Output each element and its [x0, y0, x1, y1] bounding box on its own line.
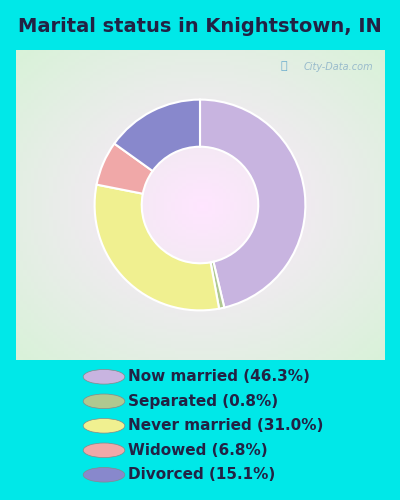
Wedge shape — [96, 144, 153, 194]
Wedge shape — [95, 184, 219, 310]
Wedge shape — [210, 262, 224, 308]
Circle shape — [83, 418, 125, 433]
Circle shape — [83, 370, 125, 384]
Text: Now married (46.3%): Now married (46.3%) — [128, 370, 310, 384]
Text: ⓘ: ⓘ — [281, 61, 288, 71]
Text: Marital status in Knightstown, IN: Marital status in Knightstown, IN — [18, 18, 382, 36]
Text: City-Data.com: City-Data.com — [303, 62, 373, 72]
Text: Separated (0.8%): Separated (0.8%) — [128, 394, 278, 409]
Text: Widowed (6.8%): Widowed (6.8%) — [128, 443, 268, 458]
Text: Never married (31.0%): Never married (31.0%) — [128, 418, 323, 434]
Wedge shape — [114, 100, 200, 171]
Circle shape — [83, 394, 125, 408]
Circle shape — [83, 468, 125, 482]
Circle shape — [83, 443, 125, 458]
Text: Divorced (15.1%): Divorced (15.1%) — [128, 468, 275, 482]
Wedge shape — [200, 100, 305, 308]
